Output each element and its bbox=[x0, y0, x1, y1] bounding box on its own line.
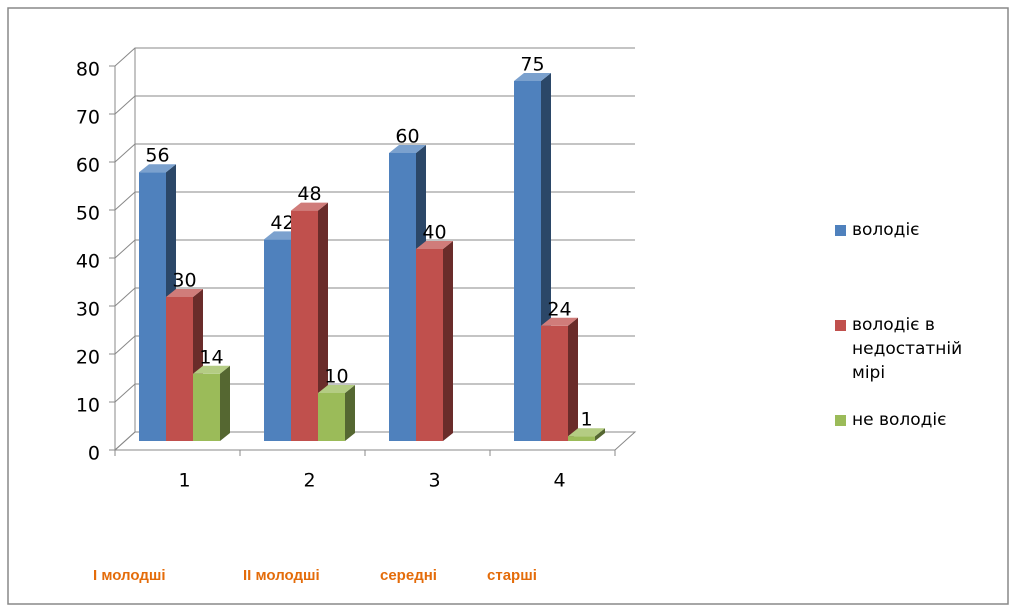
x-tick-label: 3 bbox=[428, 470, 440, 492]
x-tick-label: 2 bbox=[303, 470, 315, 492]
legend-label: володіє в недостатній мірі bbox=[852, 315, 963, 383]
value-label: 42 bbox=[270, 212, 294, 234]
value-label: 14 bbox=[199, 346, 223, 368]
y-tick-label: 50 bbox=[76, 203, 100, 225]
grid-line bbox=[114, 383, 635, 403]
value-label: 48 bbox=[297, 183, 321, 205]
value-label: 40 bbox=[422, 222, 446, 244]
value-label: 1 bbox=[580, 409, 592, 431]
legend-swatch bbox=[835, 225, 846, 236]
bar-side bbox=[595, 428, 605, 441]
grid-line bbox=[114, 335, 635, 355]
legend-label: володіє bbox=[852, 220, 920, 240]
grid-line bbox=[114, 287, 635, 307]
y-tick-label: 70 bbox=[76, 107, 100, 129]
bar-top bbox=[139, 164, 176, 173]
y-tick-label: 60 bbox=[76, 155, 100, 177]
bar-top bbox=[568, 428, 605, 437]
bar bbox=[541, 325, 568, 441]
bar-side bbox=[318, 202, 328, 441]
y-tick-label: 80 bbox=[76, 59, 100, 81]
grid-line bbox=[114, 191, 635, 211]
bar-top bbox=[514, 73, 551, 81]
bar bbox=[318, 393, 345, 441]
value-label: 30 bbox=[172, 270, 196, 292]
chart-border bbox=[7, 7, 1009, 605]
bar bbox=[514, 81, 541, 441]
annotation: І молодші bbox=[93, 567, 166, 584]
y-tick-label: 20 bbox=[76, 347, 100, 369]
y-tick-label: 10 bbox=[76, 395, 100, 417]
bar bbox=[264, 239, 291, 441]
x-tick-label: 1 bbox=[178, 470, 190, 492]
bar bbox=[389, 153, 416, 441]
legend-swatch bbox=[835, 415, 846, 426]
grid-line bbox=[114, 239, 635, 259]
bar-side bbox=[220, 365, 230, 441]
bar bbox=[291, 210, 318, 441]
annotation: середні bbox=[380, 567, 437, 584]
grid-line bbox=[114, 431, 635, 451]
legend-item: не володіє bbox=[835, 408, 995, 432]
legend-swatch bbox=[835, 320, 846, 331]
value-label: 24 bbox=[547, 298, 571, 320]
y-tick-label: 30 bbox=[76, 299, 100, 321]
grid-line bbox=[114, 143, 635, 163]
bar bbox=[166, 297, 193, 441]
bar-side bbox=[443, 241, 453, 441]
bar-side bbox=[568, 317, 578, 441]
value-label: 75 bbox=[520, 54, 544, 76]
grid-line bbox=[114, 95, 635, 115]
value-label: 10 bbox=[324, 366, 348, 388]
grid-line bbox=[114, 47, 635, 67]
bar-side bbox=[345, 385, 355, 441]
bar-top bbox=[541, 317, 578, 326]
bar bbox=[568, 436, 595, 441]
annotation: старші bbox=[487, 567, 537, 584]
bar bbox=[193, 373, 220, 441]
bar-top bbox=[193, 365, 230, 374]
y-tick-label: 0 bbox=[88, 443, 100, 465]
legend-label: не володіє bbox=[852, 410, 947, 430]
x-tick-label: 4 bbox=[553, 470, 565, 492]
value-label: 56 bbox=[145, 145, 169, 167]
value-label: 60 bbox=[395, 126, 419, 148]
y-tick-label: 40 bbox=[76, 251, 100, 273]
legend-item: володіє в недостатній мірі bbox=[835, 313, 995, 385]
bar-top bbox=[416, 241, 453, 249]
legend-item: володіє bbox=[835, 218, 995, 242]
bar bbox=[139, 172, 166, 441]
bar bbox=[416, 249, 443, 441]
bar-top bbox=[318, 385, 355, 393]
annotation: ІІ молодші bbox=[243, 567, 320, 584]
bar-top bbox=[166, 289, 203, 297]
bar-top bbox=[291, 202, 328, 211]
bar-top bbox=[389, 145, 426, 153]
